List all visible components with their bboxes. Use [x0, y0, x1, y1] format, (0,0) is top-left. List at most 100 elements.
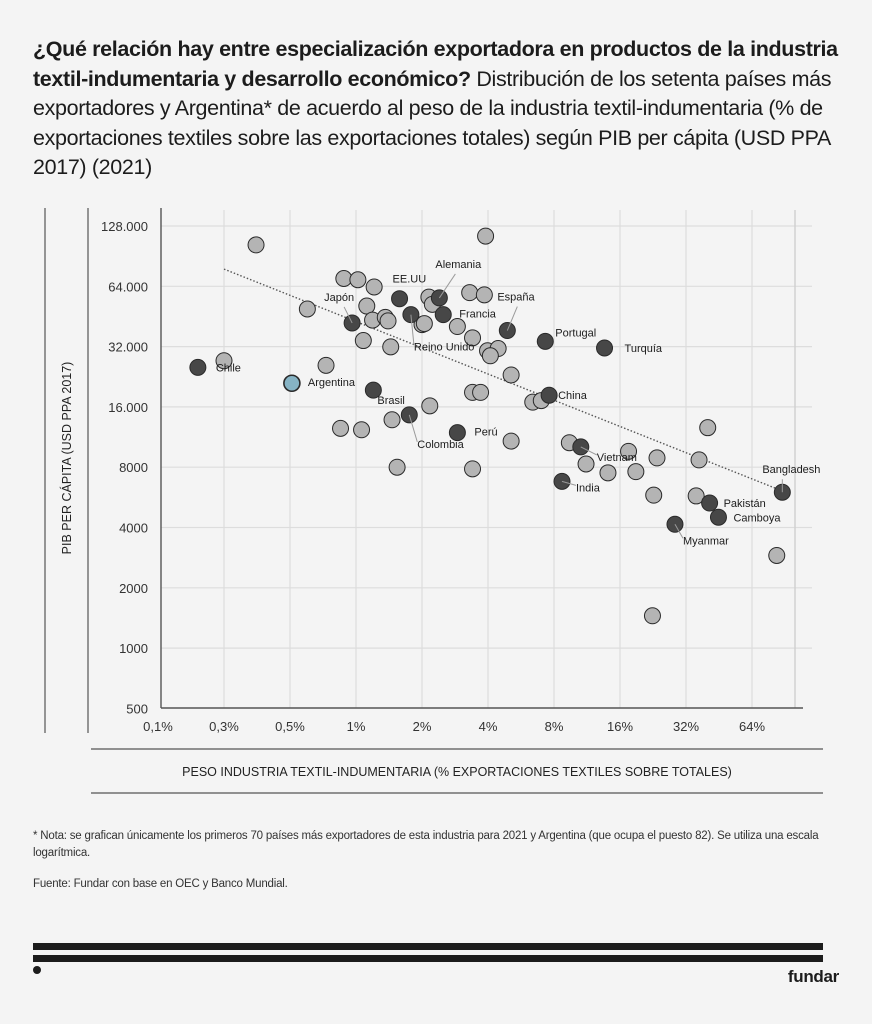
data-point [464, 329, 482, 347]
data-point-china [540, 386, 558, 404]
y-tick-label: 128.000 [101, 219, 148, 234]
x-tick-label: 0,5% [275, 719, 305, 734]
point-label-china: China [558, 390, 588, 402]
label-leader-line [438, 273, 456, 299]
x-tick-label: 0,1% [143, 719, 173, 734]
y-tick-label: 4000 [119, 521, 148, 536]
footer-dot-icon [33, 966, 41, 974]
point-label-per-: Perú [474, 427, 497, 439]
point-label-bangladesh: Bangladesh [762, 464, 820, 476]
data-point [690, 451, 708, 469]
footnote: * Nota: se grafican únicamente los prime… [33, 830, 819, 859]
data-point [768, 546, 786, 564]
data-point [353, 421, 371, 439]
chart-frame [44, 208, 823, 794]
data-point-turqu-a [596, 339, 614, 357]
data-point [382, 338, 400, 356]
data-point [415, 315, 433, 333]
label-leader-line [506, 306, 518, 331]
point-label-portugal: Portugal [555, 327, 596, 339]
data-point [388, 458, 406, 476]
point-label-alemania: Alemania [435, 259, 482, 271]
data-point-chile [189, 358, 207, 376]
point-label-espa-a: España [497, 292, 535, 304]
data-point-pakist-n [701, 494, 719, 512]
x-axis-title: PESO INDUSTRIA TEXTIL-INDUMENTARIA (% EX… [182, 765, 732, 779]
data-point [298, 300, 316, 318]
point-label-ee-uu: EE.UU [393, 274, 427, 286]
point-label-turqu-a: Turquía [625, 343, 663, 355]
x-tick-label: 64% [739, 719, 765, 734]
y-tick-label: 32.000 [108, 340, 148, 355]
y-tick-label: 64.000 [108, 279, 148, 294]
data-point [643, 607, 661, 625]
data-point [477, 227, 495, 245]
gridlines [161, 210, 812, 708]
chart-title-question: ¿Qué relación hay entre especialización … [33, 37, 838, 91]
data-point [383, 411, 401, 429]
data-point [332, 419, 350, 437]
point-label-pakist-n: Pakistán [724, 498, 766, 510]
label-leader-line [561, 480, 577, 486]
point-label-jap-n: Japón [324, 292, 354, 304]
data-point [247, 236, 265, 254]
data-point-brasil [364, 381, 382, 399]
data-point [577, 455, 595, 473]
data-point [599, 464, 617, 482]
data-point [687, 487, 705, 505]
trendline [223, 268, 786, 493]
data-point-francia [434, 306, 452, 324]
chart-title-description: Distribución de los setenta países más e… [33, 66, 832, 180]
data-point [379, 312, 397, 330]
y-axis-title: PIB PER CÁPITA (USD PPA 2017) [59, 362, 74, 555]
point-label-francia: Francia [459, 309, 497, 321]
data-point [354, 332, 372, 350]
point-label-colombia: Colombia [417, 439, 464, 451]
data-point [699, 419, 717, 437]
data-point [317, 356, 335, 374]
data-points [189, 227, 791, 625]
x-tick-label: 0,3% [209, 719, 239, 734]
label-leader-line [674, 524, 684, 539]
point-label-brasil: Brasil [377, 395, 405, 407]
point-label-chile: Chile [216, 362, 241, 374]
data-point [620, 442, 638, 460]
data-point [502, 366, 520, 384]
label-leader-line [580, 446, 598, 456]
data-point [627, 463, 645, 481]
data-point [448, 318, 466, 336]
data-point [349, 271, 367, 289]
y-tick-label: 16.000 [108, 400, 148, 415]
y-tick-label: 2000 [119, 581, 148, 596]
x-tick-label: 2% [413, 719, 432, 734]
point-label-vietnam: Vietnam [597, 452, 637, 464]
data-point-ee-uu [391, 290, 409, 308]
label-leader-line [343, 306, 353, 324]
data-point [472, 383, 490, 401]
source-note: Fuente: Fundar con base en OEC y Banco M… [33, 878, 288, 890]
data-point-portugal [536, 332, 554, 350]
data-point [502, 432, 520, 450]
data-point-per- [448, 424, 466, 442]
data-point [481, 347, 499, 365]
point-label-myanmar: Myanmar [683, 535, 729, 547]
point-label-argentina: Argentina [308, 377, 356, 389]
data-point-camboya [709, 508, 727, 526]
fundar-logo: fundar [787, 967, 839, 986]
footer-bar-top [33, 943, 823, 950]
data-point [215, 352, 233, 370]
point-labels: Chile Argentina Japón EE.UU Reino Unido Alema… [216, 259, 821, 547]
data-point-argentina [283, 374, 301, 393]
label-leader-line [408, 414, 418, 443]
x-tick-label: 1% [347, 719, 366, 734]
x-tick-label: 8% [545, 719, 564, 734]
point-label-reino-unido: Reino Unido [414, 342, 475, 354]
scatter-chart: 500 1000 2000 4000 8000 16.000 32.000 64.000 128… [44, 208, 823, 794]
y-tick-label: 500 [126, 701, 148, 716]
data-point [461, 284, 479, 302]
y-tick-label: 1000 [119, 641, 148, 656]
chart-title: ¿Qué relación hay entre especialización … [33, 35, 843, 183]
x-tick-label: 32% [673, 719, 699, 734]
data-point [475, 286, 493, 304]
x-tick-label: 16% [607, 719, 633, 734]
